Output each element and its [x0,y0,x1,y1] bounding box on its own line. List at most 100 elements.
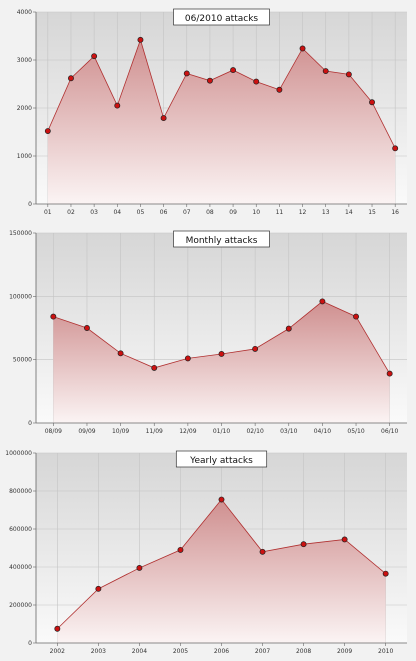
data-point [95,585,102,592]
y-tick-label: 4000 [17,9,32,16]
x-tick-label: 14 [345,209,353,216]
data-point [299,45,306,52]
x-tick-label: 02 [67,209,75,216]
x-tick-label: 15 [368,209,376,216]
data-point [345,71,352,78]
x-tick-label: 01/10 [213,428,230,435]
chart-title-box [173,8,270,26]
x-tick-label: 13 [322,209,330,216]
data-point [117,350,124,357]
x-tick-label: 11/09 [146,428,163,435]
x-tick-label: 08/09 [45,428,62,435]
data-point [253,78,260,85]
x-tick-label: 03/10 [280,428,297,435]
x-tick-label: 16 [391,209,399,216]
x-tick-label: 12/09 [179,428,196,435]
y-tick-label: 2000 [17,105,32,112]
x-tick-label: 04/10 [314,428,331,435]
data-point [369,99,375,106]
x-tick-label: 01 [44,209,52,216]
series-area [57,499,386,643]
x-tick-label: 2005 [173,648,188,655]
data-point [392,145,399,152]
x-tick-label: 07 [183,209,191,216]
x-tick-label: 2003 [91,648,106,655]
data-point [259,548,266,555]
data-point [252,345,259,352]
series-area [47,39,396,205]
data-point [276,86,283,93]
data-point [136,564,143,571]
y-tick-label: 0 [28,201,32,208]
data-point [341,536,348,543]
y-tick-label: 200000 [9,602,32,609]
x-tick-label: 10 [252,209,260,216]
x-tick-label: 04 [113,209,121,216]
x-tick-label: 05/10 [347,428,364,435]
y-tick-label: 800000 [9,488,32,495]
x-tick-label: 2009 [337,648,352,655]
chart-title: Yearly attacks [189,456,253,466]
y-tick-label: 0 [28,640,32,647]
chart-title: 06/2010 attacks [185,14,258,24]
y-tick-label: 50000 [13,357,32,364]
y-tick-label: 100000 [9,293,32,300]
data-point [50,313,57,320]
data-point [322,68,329,74]
chart-title-box [173,230,270,248]
chart-title: Monthly attacks [186,236,258,246]
data-point [184,355,191,362]
x-tick-label: 2010 [378,648,393,655]
x-tick-label: 2008 [296,648,311,655]
x-tick-label: 05 [137,209,145,216]
data-point [382,570,389,577]
data-point [353,313,359,320]
data-point [206,77,213,84]
monthly-chart: 0 50000 100000 150000 08/09 09/09 10/09 11/09 12… [9,230,407,435]
series-line [47,38,396,149]
data-point [230,67,237,74]
daily-chart: 0 1000 2000 3000 4000 01 02 03 04 05 06 07 08 09 10 11 1… [17,8,407,216]
data-point [386,370,393,377]
series-area [53,301,390,423]
x-tick-label: 2007 [255,648,270,655]
x-tick-label: 12 [299,209,307,216]
y-tick-label: 400000 [9,564,32,571]
data-point [183,70,190,77]
data-point [84,325,90,331]
chart-title-box [175,450,268,468]
x-tick-label: 10/09 [112,428,129,435]
y-tick-label: 1000000 [5,450,32,457]
data-point [151,364,158,371]
x-tick-label: 03 [90,209,98,216]
data-point [177,546,184,553]
data-point [137,36,144,43]
x-tick-label: 09 [229,209,237,216]
data-point [44,128,51,134]
y-tick-label: 600000 [9,526,32,533]
x-tick-label: 11 [276,209,284,216]
data-point [285,325,292,332]
data-point [114,102,121,109]
x-tick-label: 2006 [214,648,229,655]
x-tick-label: 2004 [132,648,147,655]
x-tick-label: 02/10 [246,428,263,435]
x-tick-label: 06 [160,209,168,216]
y-tick-label: 0 [28,420,32,427]
data-point [54,625,61,632]
data-point [300,541,307,548]
data-point [218,496,225,503]
data-point [68,75,74,82]
x-tick-label: 09/09 [78,428,95,435]
y-tick-label: 3000 [17,57,32,64]
x-tick-label: 06/10 [381,428,398,435]
data-point [91,53,98,60]
yearly-chart: 0 200000 400000 600000 800000 1000000 2002 2003… [5,450,407,655]
y-tick-label: 1000 [17,153,32,160]
data-point [218,351,225,357]
data-point [319,298,326,305]
y-tick-label: 150000 [9,230,32,237]
data-point [160,115,167,122]
x-tick-label: 2002 [50,648,65,655]
